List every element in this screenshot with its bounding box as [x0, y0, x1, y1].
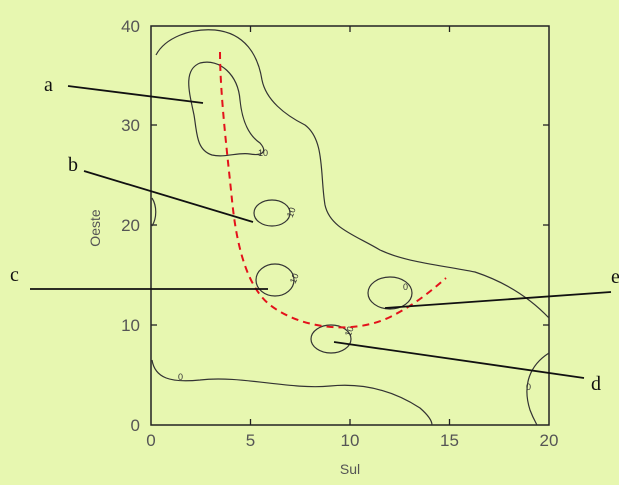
x-tick-label: 20	[540, 431, 559, 450]
contour-blob-d	[310, 324, 352, 354]
y-tick-label: 30	[121, 116, 140, 135]
leader-line-b	[83, 170, 254, 223]
contour-blob-b	[253, 199, 291, 227]
x-axis-title: Sul	[340, 461, 360, 477]
callout-label-b: b	[68, 154, 78, 176]
callout-label-d: d	[591, 373, 601, 395]
contour-blob-e	[367, 276, 413, 310]
contour-value-label: 0	[178, 372, 183, 382]
right-bottom-contour	[526, 352, 550, 426]
red-dashed-curve	[219, 51, 447, 329]
x-tick-label: 15	[440, 431, 459, 450]
contour-blob-a	[188, 61, 265, 157]
x-tick-label: 10	[341, 431, 360, 450]
leader-line-e	[384, 291, 612, 309]
contour-value-label: 10	[285, 206, 298, 219]
y-tick-label: 40	[121, 17, 140, 36]
contour-value-label: 0	[526, 382, 531, 392]
bottom-contour	[151, 359, 433, 426]
y-tick-label: 20	[121, 216, 140, 235]
left-edge-contour	[151, 197, 157, 227]
contour-value-label: 10	[288, 272, 301, 285]
contour-value-label: 10	[343, 325, 356, 338]
leader-line-a	[67, 85, 204, 104]
leader-line-d	[333, 341, 585, 379]
y-axis-title: Oeste	[87, 209, 103, 247]
y-tick-label: 0	[131, 416, 140, 435]
contour-value-label: 0	[403, 282, 408, 292]
callout-label-e: e	[611, 266, 619, 288]
outer-contour	[155, 29, 550, 319]
y-tick-label: 10	[121, 316, 140, 335]
contour-blob-c	[255, 263, 295, 297]
x-tick-label: 5	[246, 431, 255, 450]
x-tick-marks	[249, 26, 451, 425]
callout-label-a: a	[44, 74, 53, 96]
x-tick-label: 0	[146, 431, 155, 450]
callout-label-c: c	[10, 264, 19, 286]
contour-value-label: 10	[258, 148, 268, 158]
